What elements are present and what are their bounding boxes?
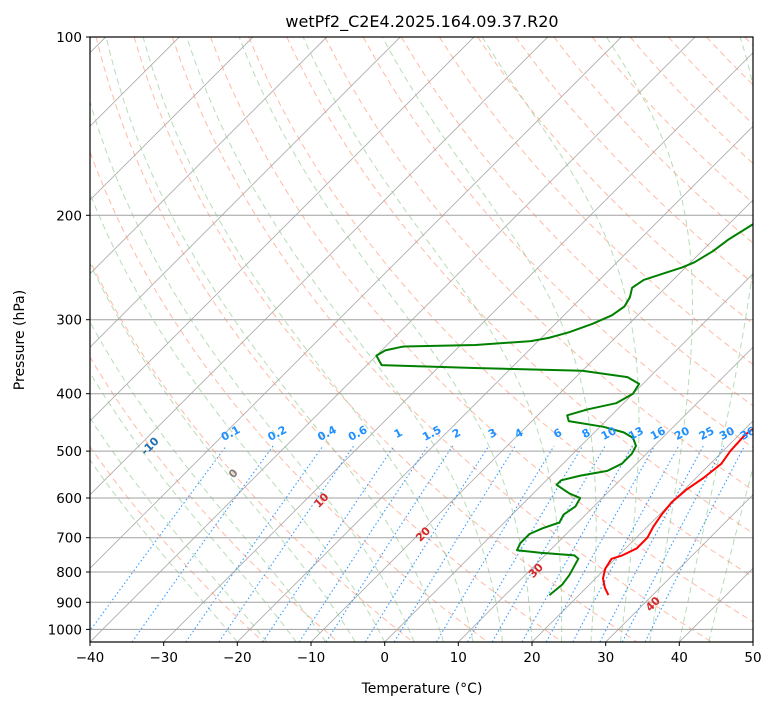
x-tick-label: 20: [523, 650, 540, 666]
isotherm-line: [90, 37, 254, 201]
mixing-ratio-line: [131, 445, 274, 642]
isotherm-line: [531, 420, 753, 642]
moist-adiabat-line: [90, 192, 386, 642]
moist-adiabat-line: [186, 37, 503, 642]
mixing-ratio-line: [393, 445, 516, 642]
mixing-ratio-line: [298, 445, 429, 642]
dry-adiabat-line: [477, 37, 753, 325]
mixing-ratio-label: 10: [599, 424, 619, 443]
y-tick-label: 200: [56, 208, 82, 224]
mixing-ratio-label: 30: [717, 424, 737, 443]
isotherm-line: [90, 37, 475, 422]
moist-adiabat-line: [381, 37, 597, 642]
x-tick-label: 30: [597, 650, 614, 666]
x-tick-label: 10: [450, 650, 467, 666]
moist-adiabat-line: [142, 37, 474, 642]
x-tick-label: −10: [297, 650, 326, 666]
mixing-ratio-label: 20: [672, 424, 692, 443]
mixing-ratio-line: [545, 445, 656, 642]
moist-adiabat-line: [90, 99, 415, 642]
mixing-ratio-line: [364, 445, 490, 642]
y-tick-label: 800: [56, 565, 82, 581]
x-tick-label: 0: [380, 650, 389, 666]
dry-adiabat-line: [95, 37, 563, 642]
moist-adiabat-line: [90, 371, 297, 642]
y-tick-label: 1000: [48, 622, 82, 638]
dry-adiabat-line: [90, 445, 264, 642]
y-tick-label: 100: [56, 30, 82, 46]
y-tick-label: 400: [56, 387, 82, 403]
mixing-ratio-line: [467, 445, 584, 642]
y-axis: 100 200 300 400 500 600 700 800 900 1000: [48, 30, 90, 638]
dry-adiabat-label: -30: [0, 369, 5, 392]
isotherm-line: [384, 273, 753, 642]
mixing-ratio-line: [262, 445, 395, 642]
mixing-ratio-label: 16: [648, 424, 668, 443]
y-tick-label: 700: [56, 531, 82, 547]
dry-adiabat-line: [248, 37, 753, 578]
mixing-ratio-line: [521, 445, 633, 642]
moist-adiabat-line: [90, 417, 268, 642]
isotherm-line: [90, 37, 549, 496]
dry-adiabat-line: [286, 37, 753, 534]
dry-adiabat-line: [210, 37, 753, 623]
mixing-ratio-line: [325, 445, 454, 642]
mixing-ratio-line: [218, 445, 355, 642]
background-lines: [90, 37, 753, 642]
mixing-ratio-label: 13: [626, 424, 646, 443]
dry-adiabat-line: [90, 356, 339, 642]
moist-adiabat-line: [606, 37, 693, 642]
plot-background: [90, 37, 753, 642]
moist-adiabat-line: [90, 459, 238, 642]
isotherm-line: [752, 641, 753, 642]
moist-adiabat-line: [708, 465, 753, 642]
dry-adiabat-line: [324, 37, 753, 491]
moist-adiabat-line: [105, 37, 445, 642]
mixing-ratio-line: [185, 445, 324, 642]
x-axis: −40 −30 −20 −10 0 10 20 30 40 50: [76, 642, 762, 666]
x-axis-label: Temperature (°C): [361, 681, 483, 697]
moist-adiabat-line: [481, 37, 640, 642]
moist-adiabat-line: [302, 37, 563, 642]
mixing-ratio-line: [435, 445, 555, 642]
isotherm-line: [90, 37, 401, 348]
moist-adiabat-line: [90, 321, 327, 642]
mixing-ratio-line: [644, 445, 746, 642]
x-tick-label: −20: [223, 650, 252, 666]
y-tick-label: 600: [56, 491, 82, 507]
isotherm-line: [90, 37, 622, 569]
y-axis-label: Pressure (hPa): [12, 290, 28, 390]
chart-title: wetPf2_C2E4.2025.164.09.37.R20: [285, 12, 558, 32]
isotherm-line: [90, 37, 328, 275]
mixing-ratio-line: [621, 445, 725, 642]
y-tick-label: 500: [56, 444, 82, 460]
x-tick-label: 40: [671, 650, 688, 666]
x-tick-label: −30: [149, 650, 178, 666]
dewpoint-profile-line: [375, 223, 753, 596]
plot-frame: [89, 36, 754, 643]
dry-adiabat-line: [171, 37, 712, 642]
dry-adiabat-label: -20: [55, 400, 78, 423]
pressure-gridlines: [90, 37, 753, 630]
x-tick-label: −40: [76, 650, 105, 666]
isotherm-line: [457, 346, 753, 642]
y-tick-label: 900: [56, 595, 82, 611]
moist-adiabat-line: [90, 262, 356, 642]
isotherm-line: [163, 52, 753, 642]
dry-adiabat-line: [90, 259, 414, 642]
sounding-curves: [375, 223, 753, 596]
mixing-ratio-label: 36: [738, 424, 758, 443]
temperature-profile-line: [602, 427, 753, 596]
isotherm-line: [90, 37, 696, 642]
moist-adiabat-line: [678, 37, 753, 642]
dry-adiabat-line: [438, 37, 753, 366]
mixing-ratio-label: 25: [697, 424, 717, 443]
isotherm-line: [605, 494, 753, 642]
x-tick-label: 50: [744, 650, 761, 666]
dry-adiabat-line: [90, 150, 488, 642]
dry-adiabat-line: [133, 37, 638, 642]
moist-adiabat-line: [238, 37, 533, 642]
y-tick-label: 300: [56, 313, 82, 329]
